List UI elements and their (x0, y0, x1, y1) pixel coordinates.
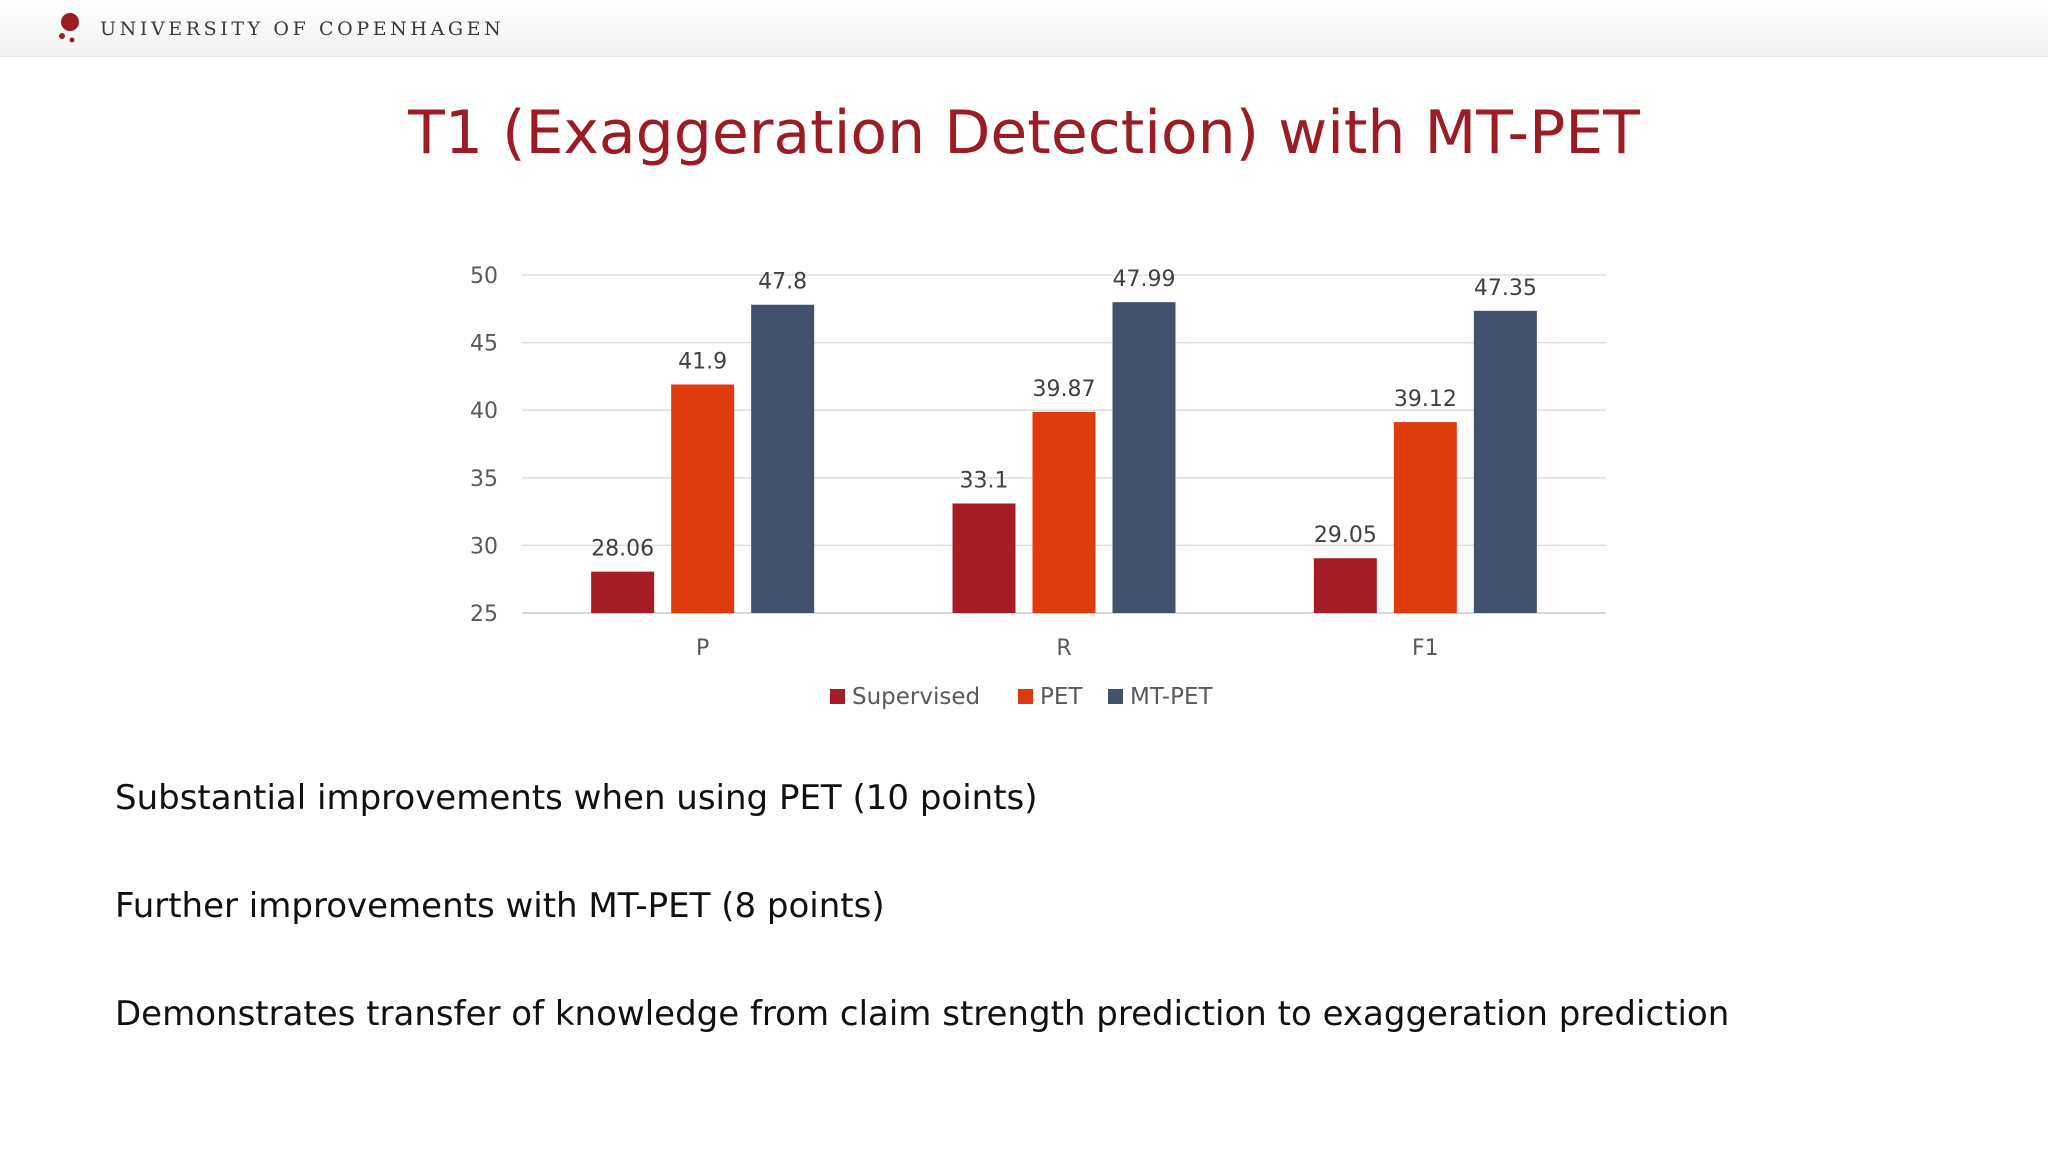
bullet-item: Further improvements with MT-PET (8 poin… (115, 886, 885, 926)
data-label: 39.87 (1033, 377, 1096, 402)
bar-mt-pet-r (1112, 302, 1176, 613)
y-tick-label: 30 (470, 534, 498, 559)
bar-pet-f1 (1393, 422, 1457, 613)
legend-label: Supervised (852, 684, 980, 710)
header-bar: UNIVERSITY OF COPENHAGEN (0, 0, 2048, 57)
bar-mt-pet-f1 (1473, 310, 1537, 613)
legend-label: PET (1040, 684, 1083, 710)
y-tick-label: 25 (470, 602, 498, 627)
bar-pet-p (671, 384, 735, 613)
bar-supervised-f1 (1313, 558, 1377, 613)
x-tick-label: F1 (1412, 636, 1439, 661)
x-tick-label: R (1056, 636, 1071, 661)
y-tick-label: 45 (470, 332, 498, 357)
data-label: 47.8 (758, 270, 807, 295)
bar-pet-r (1032, 411, 1096, 613)
bar-mt-pet-p (751, 304, 815, 613)
university-logo-icon (59, 13, 79, 43)
y-tick-label: 40 (470, 399, 498, 424)
legend-swatch (830, 689, 845, 704)
data-label: 33.1 (960, 468, 1009, 493)
data-label: 47.99 (1113, 267, 1176, 292)
slide-title: T1 (Exaggeration Detection) with MT-PET (408, 98, 1640, 168)
bullet-list: Substantial improvements when using PET … (115, 770, 1729, 1094)
bullet-item: Demonstrates transfer of knowledge from … (115, 994, 1730, 1034)
legend-label: MT-PET (1130, 684, 1213, 710)
data-label: 29.05 (1314, 523, 1377, 548)
legend-swatch (1018, 689, 1033, 704)
y-tick-label: 35 (470, 467, 498, 492)
bullet-item: Substantial improvements when using PET … (115, 778, 1038, 818)
data-label: 41.9 (678, 350, 727, 375)
data-label: 39.12 (1394, 387, 1457, 412)
bar-chart: 25 30 35 40 45 50 28.06 41.9 47.8 P 33.1 39.87 47.99… (470, 264, 1606, 710)
x-tick-label: P (696, 636, 709, 661)
institution-name: UNIVERSITY OF COPENHAGEN (100, 18, 505, 40)
legend-swatch (1108, 689, 1123, 704)
y-tick-label: 50 (470, 264, 498, 289)
bar-supervised-r (952, 503, 1016, 613)
data-label: 47.35 (1474, 276, 1537, 301)
data-label: 28.06 (591, 537, 654, 562)
bar-supervised-p (591, 571, 655, 613)
